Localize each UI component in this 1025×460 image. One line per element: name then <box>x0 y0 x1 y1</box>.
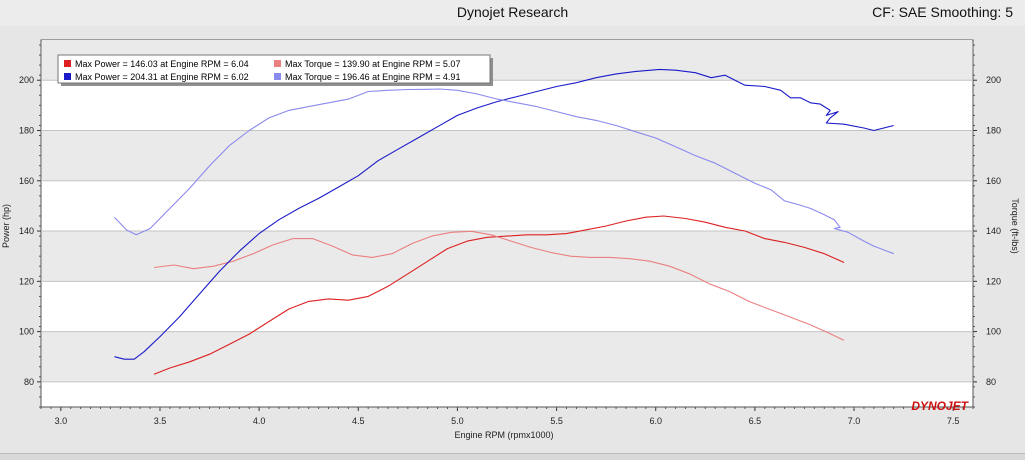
x-tick-label: 3.0 <box>55 416 68 426</box>
series-line-2 <box>114 68 894 360</box>
x-tick-label: 7.5 <box>947 416 960 426</box>
x-tick-label: 4.0 <box>253 416 266 426</box>
legend-swatch <box>64 73 71 80</box>
axes: 3.0 3.5 4.0 4.5 5.0 5.5 6.0 6.5 7.0 7.5 80 100 120 14… <box>19 44 1001 426</box>
y-left-tick-label: 80 <box>24 377 34 387</box>
series-line-3 <box>114 88 894 255</box>
y-left-tick-label: 100 <box>19 327 34 337</box>
plot-bands <box>42 40 972 382</box>
x-tick-label: 6.5 <box>749 416 762 426</box>
y-left-tick-label: 180 <box>19 125 34 135</box>
legend-swatch <box>274 73 281 80</box>
plot-band <box>42 130 972 181</box>
x-tick-label: 5.5 <box>550 416 563 426</box>
y-right-tick-label: 120 <box>986 276 1001 286</box>
y-right-tick-label: 100 <box>986 327 1001 337</box>
y-right-tick-label: 140 <box>986 226 1001 236</box>
x-tick-label: 4.5 <box>352 416 365 426</box>
y-left-tick-label: 140 <box>19 226 34 236</box>
y-right-tick-label: 160 <box>986 176 1001 186</box>
legend: Max Power = 146.03 at Engine RPM = 6.04 M… <box>57 54 493 86</box>
y-right-tick-label: 80 <box>986 377 996 387</box>
legend-swatch <box>274 60 281 67</box>
status-strip <box>0 453 1025 460</box>
x-tick-label: 3.5 <box>154 416 167 426</box>
legend-label: Max Torque = 196.46 at Engine RPM = 4.91 <box>285 72 460 82</box>
plot-band <box>42 331 972 382</box>
y-left-tick-label: 200 <box>19 75 34 85</box>
legend-label: Max Power = 204.31 at Engine RPM = 6.02 <box>75 72 249 82</box>
legend-swatch <box>64 60 71 67</box>
title-bar: Dynojet Research CF: SAE Smoothing: 5 <box>0 0 1025 26</box>
plot-band <box>42 231 972 282</box>
series-lines <box>114 68 894 375</box>
legend-label: Max Power = 146.03 at Engine RPM = 6.04 <box>75 59 249 69</box>
y-left-tick-label: 120 <box>19 276 34 286</box>
correction-factor-label: CF: SAE Smoothing: 5 <box>872 4 1013 20</box>
x-tick-label: 5.0 <box>451 416 464 426</box>
x-axis-label: Engine RPM (rpmx1000) <box>454 430 553 440</box>
y-right-tick-label: 180 <box>986 125 1001 135</box>
y-right-tick-label: 200 <box>986 75 1001 85</box>
legend-label: Max Torque = 139.90 at Engine RPM = 5.07 <box>285 59 460 69</box>
y-left-tick-label: 160 <box>19 176 34 186</box>
x-tick-label: 6.0 <box>649 416 662 426</box>
y-axis-right-label: Torque (ft-lbs) <box>1010 198 1020 254</box>
chart-title: Dynojet Research <box>456 4 569 20</box>
dynojet-logo: DYNOJET <box>911 399 969 413</box>
series-line-1 <box>153 230 845 341</box>
x-tick-label: 7.0 <box>848 416 861 426</box>
y-axis-left-label: Power (hp) <box>1 204 11 248</box>
